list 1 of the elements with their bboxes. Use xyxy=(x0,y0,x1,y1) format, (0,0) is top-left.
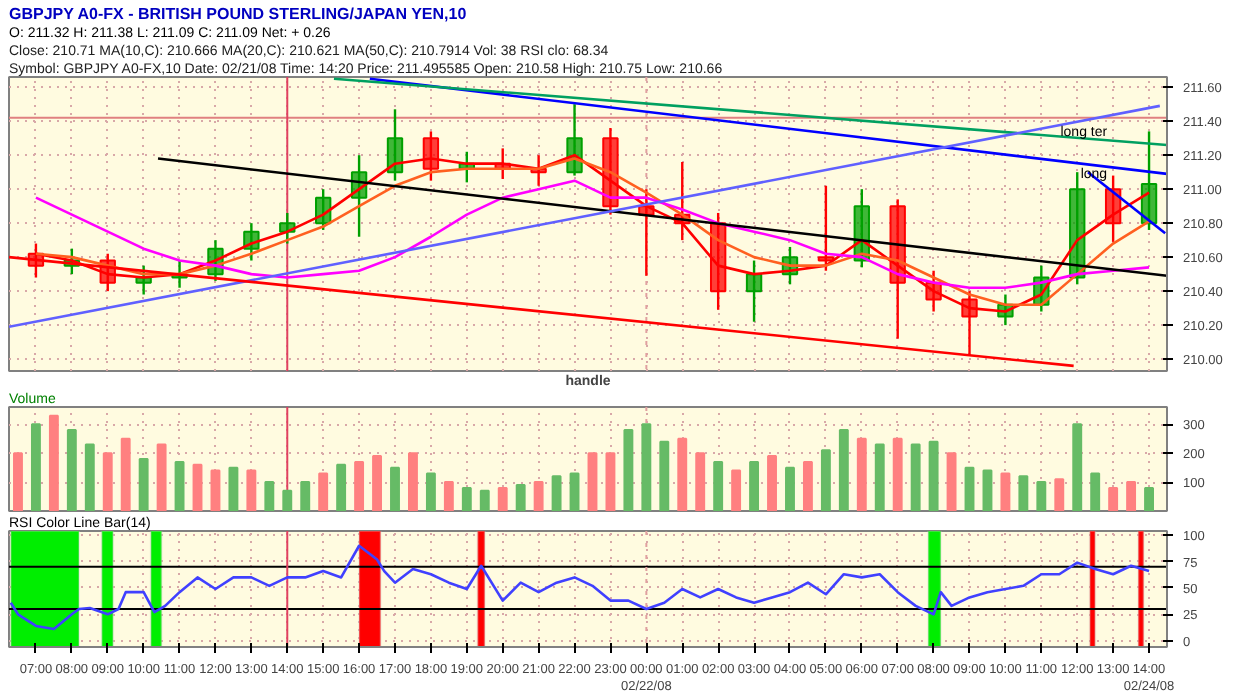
chart-title: GBPJPY A0-FX - BRITISH POUND STERLING/JAPAN YEN,10 xyxy=(9,5,468,23)
